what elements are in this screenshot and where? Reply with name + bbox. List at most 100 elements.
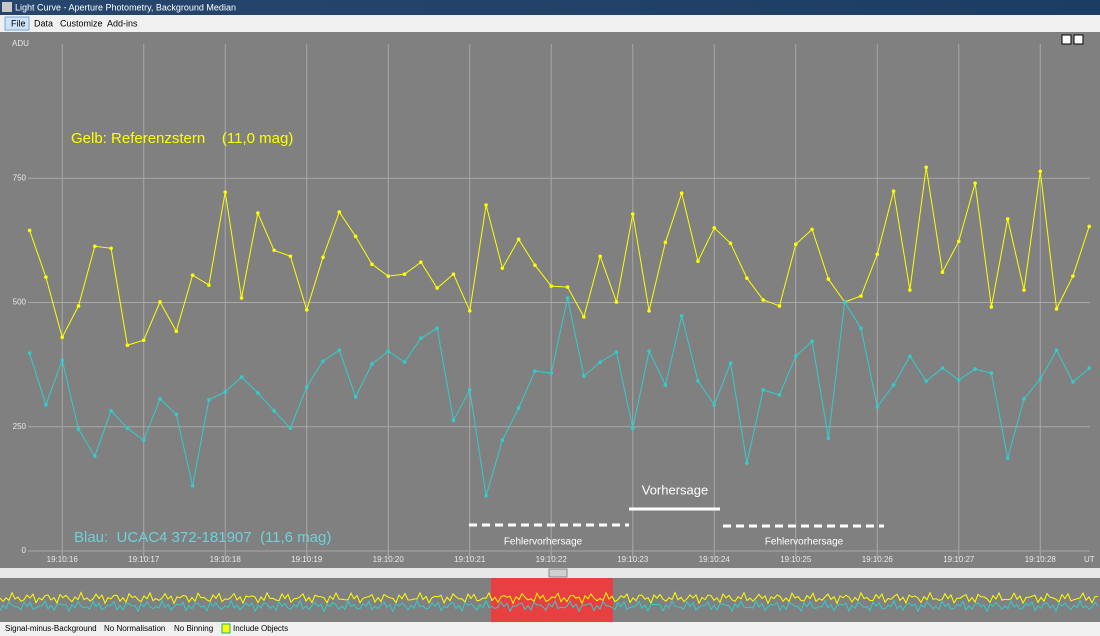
- data-point: [337, 348, 342, 352]
- data-point: [663, 383, 668, 387]
- data-point: [956, 239, 961, 244]
- menu-item[interactable]: Data: [34, 18, 53, 28]
- data-point: [777, 304, 782, 308]
- x-tick-label: 19:10:24: [699, 555, 731, 564]
- x-tick-label: 19:10:21: [454, 555, 486, 564]
- toolbar-item[interactable]: Include Objects: [233, 624, 288, 633]
- y-tick-label: 500: [13, 298, 27, 307]
- data-point: [223, 390, 228, 394]
- data-point: [1071, 274, 1075, 278]
- data-point: [1022, 288, 1026, 292]
- data-point: [777, 393, 782, 397]
- data-point: [598, 360, 602, 364]
- toolbar-item[interactable]: Signal-minus-Background: [5, 624, 97, 633]
- legend-label: Gelb: Referenzstern (11,0 mag): [71, 130, 293, 147]
- plot: ADU UT 0 250 500 750 19:10:16 19:10:17 19:10:18 1…: [12, 39, 1095, 564]
- plot-background: [0, 32, 1100, 568]
- data-point: [93, 244, 97, 249]
- data-point: [141, 438, 146, 442]
- annotation: Vorhersage: [642, 482, 709, 497]
- data-point: [598, 254, 602, 259]
- data-point: [337, 210, 342, 214]
- data-point: [44, 403, 48, 407]
- x-tick-label: 19:10:19: [291, 555, 323, 564]
- window-title: Light Curve - Aperture Photometry, Backg…: [15, 2, 236, 12]
- annotation: Fehlervorhersage: [765, 537, 844, 548]
- data-point: [761, 388, 765, 392]
- data-point: [696, 259, 700, 264]
- data-point: [207, 283, 211, 287]
- data-point: [353, 395, 358, 399]
- data-point: [353, 234, 358, 239]
- data-point: [940, 270, 945, 274]
- data-point: [842, 300, 847, 304]
- data-point: [516, 237, 521, 242]
- data-point: [500, 266, 505, 270]
- overview-trace: [0, 591, 1099, 605]
- data-point: [500, 438, 505, 442]
- data-point: [304, 385, 309, 389]
- toolbar-item[interactable]: No Binning: [174, 624, 213, 633]
- x-tick-label: 19:10:20: [373, 555, 405, 564]
- data-point: [272, 409, 276, 413]
- data-point: [614, 350, 619, 354]
- data-point: [891, 189, 896, 193]
- data-point: [321, 359, 325, 363]
- data-point: [158, 300, 162, 304]
- data-point: [1022, 397, 1026, 401]
- data-point: [761, 298, 765, 302]
- data-point: [647, 309, 651, 313]
- data-point: [1005, 456, 1010, 460]
- zoom-in-button[interactable]: [1061, 34, 1072, 45]
- data-point: [435, 286, 439, 290]
- menu-bar: [0, 15, 1100, 32]
- data-point: [27, 228, 32, 233]
- overview-selection[interactable]: [491, 578, 613, 622]
- data-point: [875, 405, 880, 409]
- data-point: [712, 403, 717, 407]
- data-point: [516, 406, 521, 410]
- scroll-thumb[interactable]: [548, 568, 568, 578]
- data-point: [76, 427, 81, 432]
- data-point: [272, 248, 276, 253]
- data-point: [826, 436, 831, 440]
- data-point: [190, 273, 195, 277]
- data-point: [386, 274, 391, 278]
- menu-item[interactable]: Customize: [60, 18, 103, 28]
- data-point: [582, 315, 586, 319]
- data-point: [1054, 307, 1059, 311]
- x-tick-label: 19:10:18: [210, 555, 242, 564]
- x-tick-label: 19:10:17: [128, 555, 160, 564]
- data-point: [728, 241, 733, 246]
- menu-item[interactable]: File: [11, 18, 26, 28]
- data-point: [60, 335, 65, 340]
- menu-item[interactable]: Add-ins: [107, 18, 138, 28]
- data-point: [1038, 169, 1043, 174]
- data-point: [712, 226, 717, 230]
- data-point: [940, 366, 945, 370]
- y-axis-label: ADU: [12, 39, 29, 48]
- data-point: [549, 371, 554, 375]
- data-point: [891, 383, 896, 387]
- data-point: [288, 426, 293, 431]
- data-point: [484, 494, 488, 498]
- data-point: [93, 454, 97, 458]
- data-point: [989, 371, 994, 375]
- data-point: [793, 242, 798, 247]
- data-point: [402, 360, 407, 364]
- data-point: [582, 374, 586, 378]
- x-tick-label: 19:10:16: [47, 555, 79, 564]
- data-point: [370, 262, 374, 266]
- data-point: [256, 391, 260, 395]
- data-point: [141, 338, 146, 343]
- data-point: [304, 308, 309, 312]
- zoom-out-button[interactable]: [1073, 34, 1084, 45]
- data-point: [679, 314, 684, 318]
- data-point: [1054, 348, 1059, 352]
- toolbar-item[interactable]: No Normalisation: [104, 624, 165, 633]
- y-tick-label: 750: [13, 173, 27, 182]
- data-point: [908, 354, 912, 358]
- data-point: [859, 326, 863, 331]
- app-icon: [2, 2, 12, 12]
